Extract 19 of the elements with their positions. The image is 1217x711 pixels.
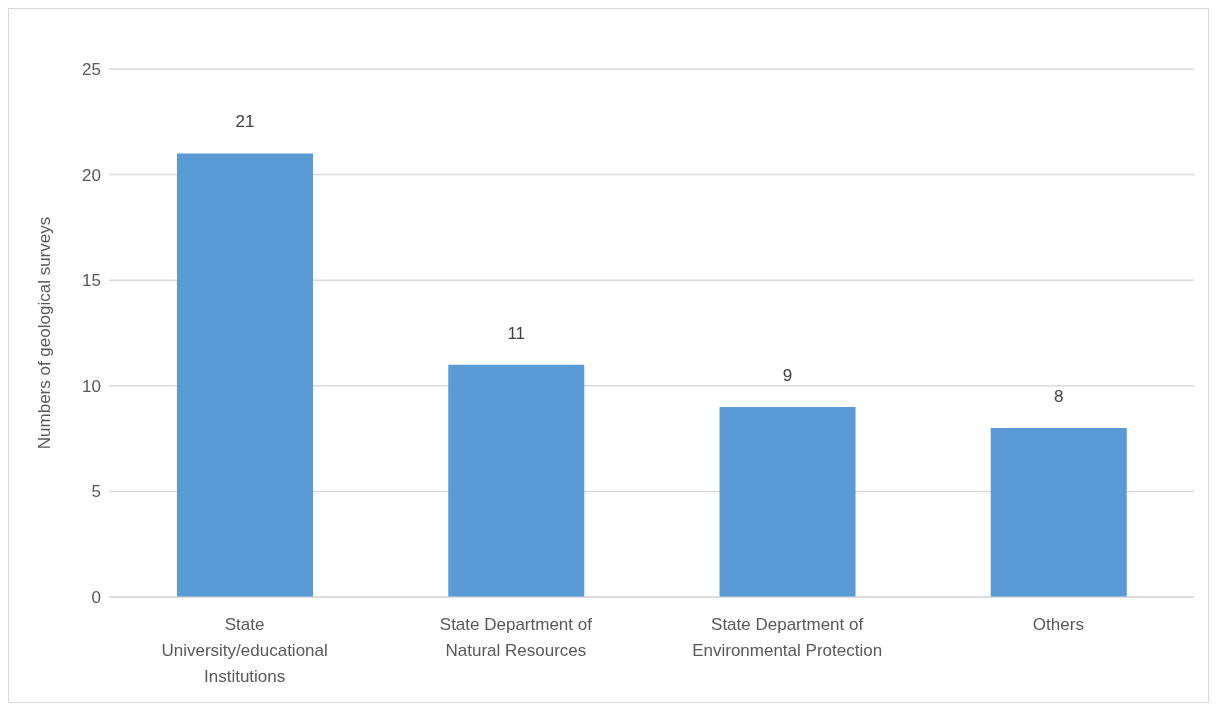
y-tick-label: 15: [82, 271, 101, 291]
bar: [177, 153, 313, 597]
x-tick-label: State Department of Environmental Protection: [692, 615, 883, 660]
y-tick-label: 25: [82, 60, 101, 80]
y-tick-label: 20: [82, 165, 101, 185]
y-tick-label: 5: [91, 482, 101, 502]
x-tick-label: State Department of Natural Resources: [439, 615, 593, 660]
data-label: 11: [507, 323, 526, 343]
data-label: 9: [782, 365, 793, 385]
data-label: 8: [1054, 387, 1064, 407]
y-tick-label: 0: [91, 588, 101, 608]
y-tick-label: 10: [82, 376, 101, 396]
bar: [719, 406, 856, 597]
x-tick-label: Others: [1032, 615, 1084, 634]
bar: [448, 364, 585, 597]
bar: [990, 428, 1127, 597]
x-tick-label: State University/educational Institutions: [161, 615, 328, 686]
data-label: 21: [235, 112, 255, 132]
y-axis-title: Numbers of geological surveys: [35, 216, 55, 450]
